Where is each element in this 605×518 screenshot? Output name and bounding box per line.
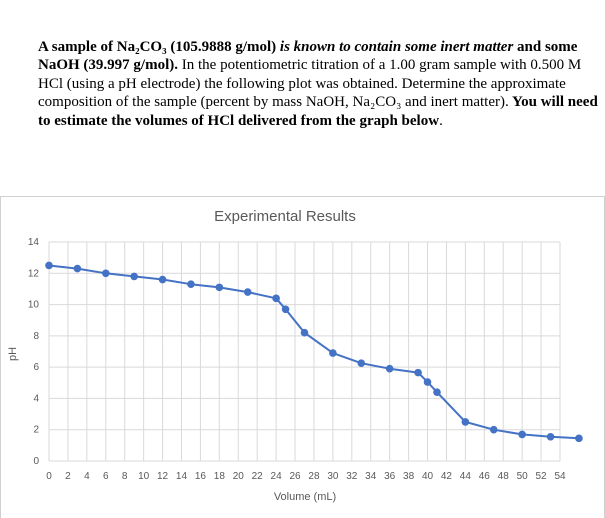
x-tick-label: 26 — [289, 471, 301, 482]
y-tick-label: 8 — [33, 331, 39, 342]
data-point — [101, 269, 110, 278]
x-tick-label: 38 — [403, 471, 415, 482]
data-point — [433, 388, 441, 396]
x-tick-label: 20 — [233, 471, 245, 482]
y-tick-label: 12 — [28, 268, 40, 279]
x-tick-label: 14 — [176, 471, 188, 482]
x-tick-label: 4 — [84, 471, 90, 482]
series-line — [48, 264, 579, 440]
x-tick-label: 42 — [441, 471, 453, 482]
y-axis-label: pH — [7, 347, 19, 361]
problem-statement: A sample of Na₂CO₃ (105.9888 g/mol) is k… — [38, 38, 598, 130]
y-tick-label: 6 — [33, 362, 39, 373]
problem-text-naoh: and some NaOH (39.997 g/mol). — [38, 39, 578, 74]
chart-tick-labels: 0 2 4 6 8 10 12 14 16 18 20 22 24 26 28 30 32 34 36 38 40 42 4… — [28, 237, 566, 482]
chart-area-border — [0, 196, 605, 518]
data-point — [243, 288, 252, 296]
data-point — [272, 294, 280, 303]
x-tick-label: 40 — [422, 471, 434, 482]
problem-text-procedure: In the potentiometric titration of a 1.0… — [38, 57, 582, 111]
x-tick-label: 16 — [195, 471, 207, 482]
data-point — [489, 425, 498, 434]
data-point — [518, 430, 526, 439]
x-tick-label: 36 — [384, 471, 396, 482]
x-tick-label: 2 — [65, 471, 71, 482]
chart-title: Experimental Results — [214, 208, 356, 225]
x-tick-label: 6 — [103, 471, 109, 482]
data-point — [385, 364, 394, 373]
x-tick-label: 10 — [138, 471, 150, 482]
x-tick-label: 22 — [252, 471, 264, 482]
y-tick-label: 10 — [28, 300, 40, 311]
y-tick-label: 0 — [33, 456, 39, 467]
data-point — [73, 264, 82, 273]
x-tick-label: 8 — [122, 471, 128, 482]
x-tick-label: 44 — [460, 471, 472, 482]
problem-text-instruction: You will need to estimate the volumes of… — [38, 94, 598, 129]
x-tick-label: 30 — [327, 471, 339, 482]
x-tick-label: 48 — [498, 471, 510, 482]
data-point — [575, 434, 583, 443]
data-point — [215, 283, 224, 292]
x-tick-label: 54 — [554, 471, 566, 482]
data-point — [546, 432, 555, 441]
x-tick-label: 0 — [46, 471, 52, 482]
chart-series — [45, 261, 583, 443]
data-point — [300, 328, 309, 337]
data-point — [329, 349, 337, 357]
problem-text-end: . — [439, 112, 443, 129]
data-point — [45, 261, 53, 270]
y-tick-label: 4 — [33, 393, 39, 404]
problem-text-sample: A sample of Na₂CO₃ (105.9888 g/mol) — [38, 39, 277, 55]
y-tick-label: 14 — [28, 237, 40, 248]
y-tick-label: 2 — [33, 425, 39, 436]
x-tick-label: 18 — [214, 471, 226, 482]
x-tick-label: 24 — [271, 471, 283, 482]
x-axis-label: Volume (mL) — [274, 491, 336, 503]
chart-gridlines — [48, 241, 561, 462]
data-point — [158, 275, 167, 284]
data-point — [281, 305, 290, 314]
x-tick-label: 50 — [517, 471, 529, 482]
data-point — [423, 378, 432, 386]
problem-text-inert: is known to contain some inert matter — [276, 39, 514, 55]
data-point — [130, 272, 138, 281]
x-tick-label: 28 — [308, 471, 320, 482]
data-point — [461, 418, 470, 426]
data-point — [357, 359, 366, 368]
x-tick-label: 32 — [346, 471, 358, 482]
data-point — [187, 280, 195, 289]
data-point — [414, 368, 422, 377]
x-tick-label: 46 — [479, 471, 491, 482]
x-tick-label: 52 — [536, 471, 548, 482]
x-tick-label: 12 — [157, 471, 169, 482]
x-tick-label: 34 — [365, 471, 377, 482]
